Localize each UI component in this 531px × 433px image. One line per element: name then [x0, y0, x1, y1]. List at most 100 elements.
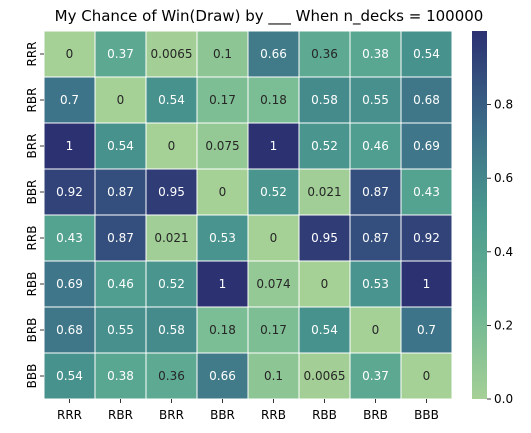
heatmap-cell: [400, 352, 453, 400]
cell-value-label: 0.66: [260, 47, 287, 61]
cell-value-label: 0.95: [311, 231, 338, 245]
cell-value-label: 0: [117, 93, 125, 107]
heatmap-cell: [43, 306, 96, 354]
cell-value-label: 0.52: [260, 185, 287, 199]
cell-value-label: 0.58: [158, 323, 185, 337]
heatmap-cell: [247, 352, 300, 400]
heatmap-cell: [400, 306, 453, 354]
heatmap-cell: [145, 352, 198, 400]
cell-value-label: 0: [372, 323, 380, 337]
cell-value-label: 0.43: [56, 231, 83, 245]
cell-value-label: 0.68: [413, 93, 440, 107]
heatmap-cell: [94, 30, 147, 78]
heatmap-cell: [94, 306, 147, 354]
cell-value-label: 1: [66, 139, 74, 153]
heatmap-cells: 0 0.37 0.0065 0.1 0.66 0.36 0.38 0.54 0.7 0 0.54 0.…: [43, 30, 453, 400]
cell-value-label: 0: [219, 185, 227, 199]
y-tick-label: BBR: [25, 180, 39, 205]
cell-value-label: 0.075: [205, 139, 239, 153]
colorbar-tick-label: 0.4: [494, 245, 513, 259]
colorbar-tick-label: 0.8: [494, 98, 513, 112]
cell-value-label: 0.66: [209, 369, 236, 383]
cell-value-label: 0.17: [260, 323, 287, 337]
cell-value-label: 0.074: [256, 277, 290, 291]
cell-value-label: 0.53: [209, 231, 236, 245]
heatmap-cell: [400, 214, 453, 262]
heatmap-cell: [145, 260, 198, 308]
y-tick-label: RRB: [25, 226, 39, 251]
y-tick-label: BRR: [25, 134, 39, 159]
cell-value-label: 1: [219, 277, 227, 291]
cell-value-label: 1: [423, 277, 431, 291]
cell-value-label: 0.18: [260, 93, 287, 107]
heatmap-cell: [94, 260, 147, 308]
cell-value-label: 0.87: [107, 231, 134, 245]
heatmap-cell: [247, 122, 300, 170]
y-tick-label: RBB: [25, 272, 39, 297]
heatmap-cell: [145, 122, 198, 170]
x-tick-label: BRB: [363, 408, 388, 422]
heatmap-cell: [196, 214, 249, 262]
cell-value-label: 0.38: [362, 47, 389, 61]
heatmap-cell: [298, 122, 351, 170]
cell-value-label: 0.18: [209, 323, 236, 337]
cell-value-label: 0.55: [107, 323, 134, 337]
heatmap-cell: [196, 122, 249, 170]
cell-value-label: 0.021: [307, 185, 341, 199]
heatmap-cell: [247, 260, 300, 308]
cell-value-label: 0.54: [56, 369, 83, 383]
colorbar: [472, 31, 487, 399]
cell-value-label: 0.7: [60, 93, 79, 107]
cell-value-label: 0.1: [264, 369, 283, 383]
x-tick-label: BBB: [414, 408, 439, 422]
cell-value-label: 0.95: [158, 185, 185, 199]
cell-value-label: 0.54: [413, 47, 440, 61]
colorbar-gradient: [472, 31, 487, 399]
cell-value-label: 1: [270, 139, 278, 153]
x-tick-label: RRR: [57, 408, 82, 422]
x-tick-label: RBR: [108, 408, 133, 422]
heatmap-cell: [349, 214, 402, 262]
y-axis: RRR RBR BRR BBR RRB RBB BRB BBB: [25, 41, 44, 388]
cell-value-label: 0.43: [413, 185, 440, 199]
heatmap-cell: [298, 76, 351, 124]
chart-title: My Chance of Win(Draw) by ___ When n_dec…: [55, 7, 484, 26]
cell-value-label: 0.92: [56, 185, 83, 199]
cell-value-label: 0.87: [362, 185, 389, 199]
cell-value-label: 0.7: [417, 323, 436, 337]
heatmap-cell: [43, 30, 96, 78]
cell-value-label: 0.021: [154, 231, 188, 245]
cell-value-label: 0.54: [158, 93, 185, 107]
heatmap-cell: [400, 260, 453, 308]
cell-value-label: 0: [168, 139, 176, 153]
heatmap-cell: [145, 306, 198, 354]
cell-value-label: 0.38: [107, 369, 134, 383]
colorbar-tick-label: 0.2: [494, 318, 513, 332]
cell-value-label: 0.17: [209, 93, 236, 107]
cell-value-label: 0.87: [107, 185, 134, 199]
heatmap-cell: [298, 306, 351, 354]
colorbar-ticks: 0.0 0.2 0.4 0.6 0.8: [487, 98, 513, 406]
heatmap-cell: [400, 122, 453, 170]
cell-value-label: 0.36: [158, 369, 185, 383]
x-tick-label: BBR: [210, 408, 235, 422]
y-tick-label: RBR: [25, 88, 39, 113]
heatmap-cell: [400, 76, 453, 124]
cell-value-label: 0.55: [362, 93, 389, 107]
x-tick-label: BRR: [159, 408, 184, 422]
cell-value-label: 0.52: [311, 139, 338, 153]
heatmap-cell: [349, 122, 402, 170]
x-tick-label: RBB: [312, 408, 337, 422]
cell-value-label: 0.36: [311, 47, 338, 61]
cell-value-label: 0.58: [311, 93, 338, 107]
cell-value-label: 0: [321, 277, 329, 291]
heatmap-cell: [349, 168, 402, 216]
cell-value-label: 0.69: [413, 139, 440, 153]
cell-value-label: 0.0065: [151, 47, 193, 61]
heatmap-cell: [247, 168, 300, 216]
y-tick-label: BRB: [25, 318, 39, 343]
heatmap-cell: [145, 168, 198, 216]
cell-value-label: 0: [66, 47, 74, 61]
heatmap-cell: [349, 260, 402, 308]
heatmap-cell: [145, 30, 198, 78]
